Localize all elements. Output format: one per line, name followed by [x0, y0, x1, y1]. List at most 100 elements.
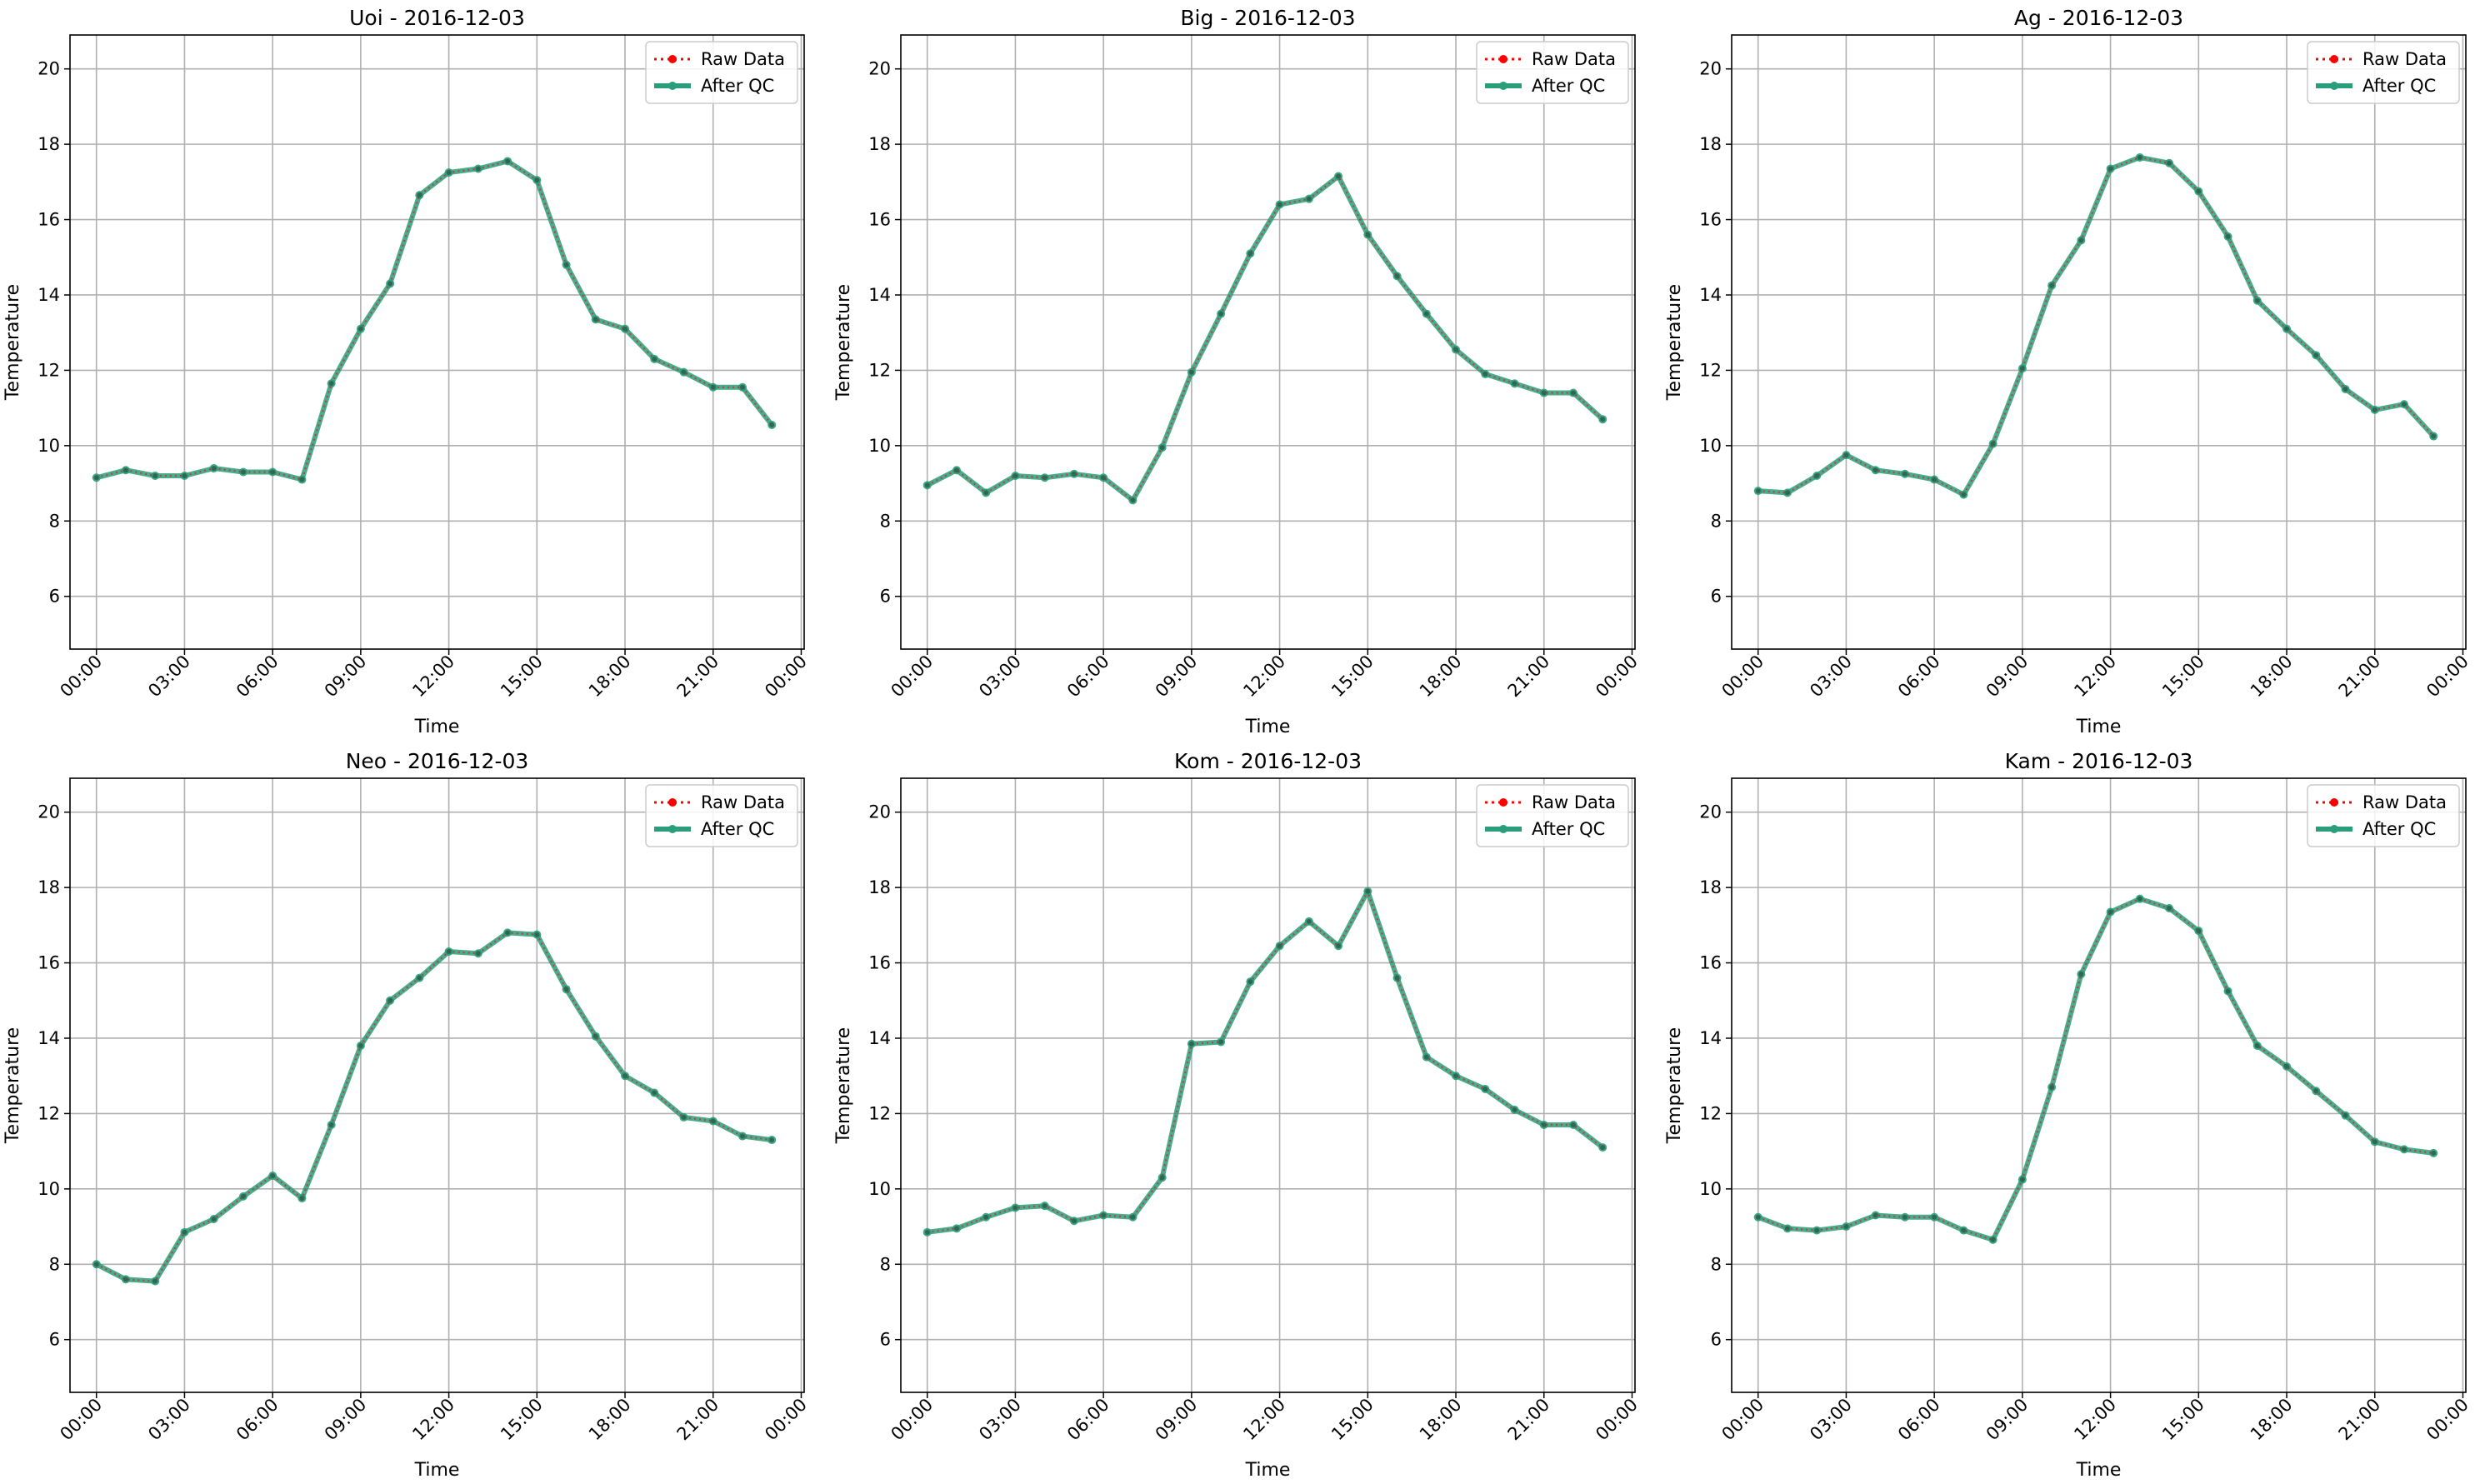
x-tick-label: 18:00	[2247, 652, 2297, 702]
point-raw-data	[2401, 1147, 2407, 1152]
y-tick-label: 18	[38, 134, 60, 154]
point-raw-data	[1932, 477, 1938, 482]
x-tick-label: 15:00	[2158, 652, 2208, 702]
subplot-1: 6 8 10 12 14 16 18 20 00:00 03:00 06:00 09:00 12:00 1…	[2, 6, 811, 737]
point-raw-data	[2196, 928, 2202, 934]
point-raw-data	[1755, 488, 1761, 494]
series-after-qc	[927, 888, 1605, 1235]
x-tick-label: 00:00	[761, 652, 811, 702]
y-axis-label: Temperature	[1664, 1027, 1685, 1144]
point-raw-data	[2078, 237, 2084, 243]
legend: Raw Data After QC	[645, 41, 798, 104]
x-axis-label: Time	[2076, 1460, 2122, 1481]
x-tick-label: 21:00	[673, 1395, 723, 1445]
point-raw-data	[2342, 1112, 2348, 1118]
point-raw-data	[2431, 1150, 2437, 1156]
point-raw-data	[592, 1033, 598, 1039]
point-raw-data	[1453, 1073, 1459, 1079]
point-raw-data	[2342, 387, 2348, 392]
y-tick-label: 20	[38, 59, 60, 79]
point-raw-data	[1961, 1227, 1967, 1233]
point-raw-data	[534, 177, 540, 183]
x-tick-label: 00:00	[1592, 652, 1642, 702]
legend-qc-label: After QC	[701, 76, 774, 96]
legend-raw-marker	[2330, 798, 2338, 807]
point-raw-data	[739, 1133, 745, 1139]
point-raw-data	[924, 482, 930, 488]
y-tick-label: 6	[49, 1330, 60, 1350]
y-tick-label: 12	[1699, 360, 1722, 380]
point-raw-data	[299, 477, 305, 482]
x-tick-label: 21:00	[2335, 1395, 2385, 1445]
chart-title: Ag - 2016-12-03	[2014, 6, 2183, 30]
x-axis-label: Time	[414, 717, 460, 737]
x-tick-label: 21:00	[673, 652, 723, 702]
legend-qc-marker	[1499, 825, 1508, 833]
legend: Raw Data After QC	[2307, 41, 2460, 104]
y-tick-label: 14	[1699, 1028, 1722, 1048]
x-tick-label: 00:00	[1718, 652, 1768, 702]
point-raw-data	[1159, 1175, 1165, 1181]
x-tick-label: 15:00	[2158, 1395, 2208, 1445]
x-tick-label: 09:00	[1152, 652, 1202, 702]
point-raw-data	[622, 326, 628, 332]
legend-raw-label: Raw Data	[701, 792, 785, 812]
point-raw-data	[240, 469, 246, 475]
legend-raw-marker	[1499, 798, 1508, 807]
x-tick-label: 00:00	[887, 1395, 937, 1445]
y-tick-label: 10	[38, 436, 60, 456]
point-raw-data	[1365, 232, 1371, 237]
point-raw-data	[1932, 1214, 1938, 1220]
point-raw-data	[2401, 402, 2407, 407]
legend-qc-label: After QC	[2362, 76, 2436, 96]
point-raw-data	[211, 465, 217, 471]
point-raw-data	[152, 1278, 158, 1284]
y-tick-label: 16	[38, 953, 60, 973]
y-tick-label: 18	[868, 877, 891, 897]
x-tick-label: 03:00	[975, 652, 1025, 702]
x-tick-label: 09:00	[321, 652, 371, 702]
point-raw-data	[2137, 896, 2142, 902]
point-raw-data	[122, 1277, 128, 1282]
point-raw-data	[1306, 196, 1312, 202]
x-tick-label: 18:00	[1416, 1395, 1466, 1445]
legend-raw-label: Raw Data	[1532, 792, 1616, 812]
point-raw-data	[1482, 371, 1488, 377]
y-axis-label: Temperature	[1664, 284, 1685, 401]
x-tick-label: 18:00	[585, 1395, 635, 1445]
x-tick-label: 06:00	[232, 1395, 282, 1445]
y-tick-label: 18	[1699, 877, 1722, 897]
x-tick-label: 00:00	[1718, 1395, 1768, 1445]
point-raw-data	[1012, 1205, 1018, 1211]
point-raw-data	[1336, 943, 1342, 949]
point-raw-data	[1453, 347, 1459, 352]
point-raw-data	[2019, 1177, 2025, 1182]
point-raw-data	[2431, 433, 2437, 439]
point-raw-data	[1784, 1226, 1790, 1232]
y-tick-label: 10	[868, 436, 891, 456]
legend-raw-marker	[668, 798, 677, 807]
point-raw-data	[417, 192, 422, 198]
point-raw-data	[358, 1043, 363, 1049]
y-tick-label: 14	[38, 1028, 60, 1048]
point-raw-data	[388, 281, 393, 287]
point-raw-data	[328, 1122, 334, 1127]
x-tick-label: 12:00	[408, 1395, 458, 1445]
x-tick-label: 00:00	[56, 1395, 106, 1445]
chart-title: Big - 2016-12-03	[1180, 6, 1355, 30]
point-raw-data	[475, 951, 481, 957]
legend-raw-marker	[2330, 55, 2338, 63]
y-tick-label: 6	[1711, 587, 1722, 607]
point-raw-data	[182, 1229, 188, 1235]
point-raw-data	[1512, 381, 1518, 387]
x-axis-label: Time	[2076, 717, 2122, 737]
y-tick-label: 10	[1699, 436, 1722, 456]
point-raw-data	[446, 170, 452, 176]
legend-qc-label: After QC	[2362, 819, 2436, 839]
point-raw-data	[1277, 943, 1282, 949]
point-raw-data	[1130, 497, 1136, 503]
point-raw-data	[592, 317, 598, 322]
x-tick-label: 09:00	[1152, 1395, 1202, 1445]
legend-qc-label: After QC	[701, 819, 774, 839]
series-raw-data	[927, 174, 1603, 502]
